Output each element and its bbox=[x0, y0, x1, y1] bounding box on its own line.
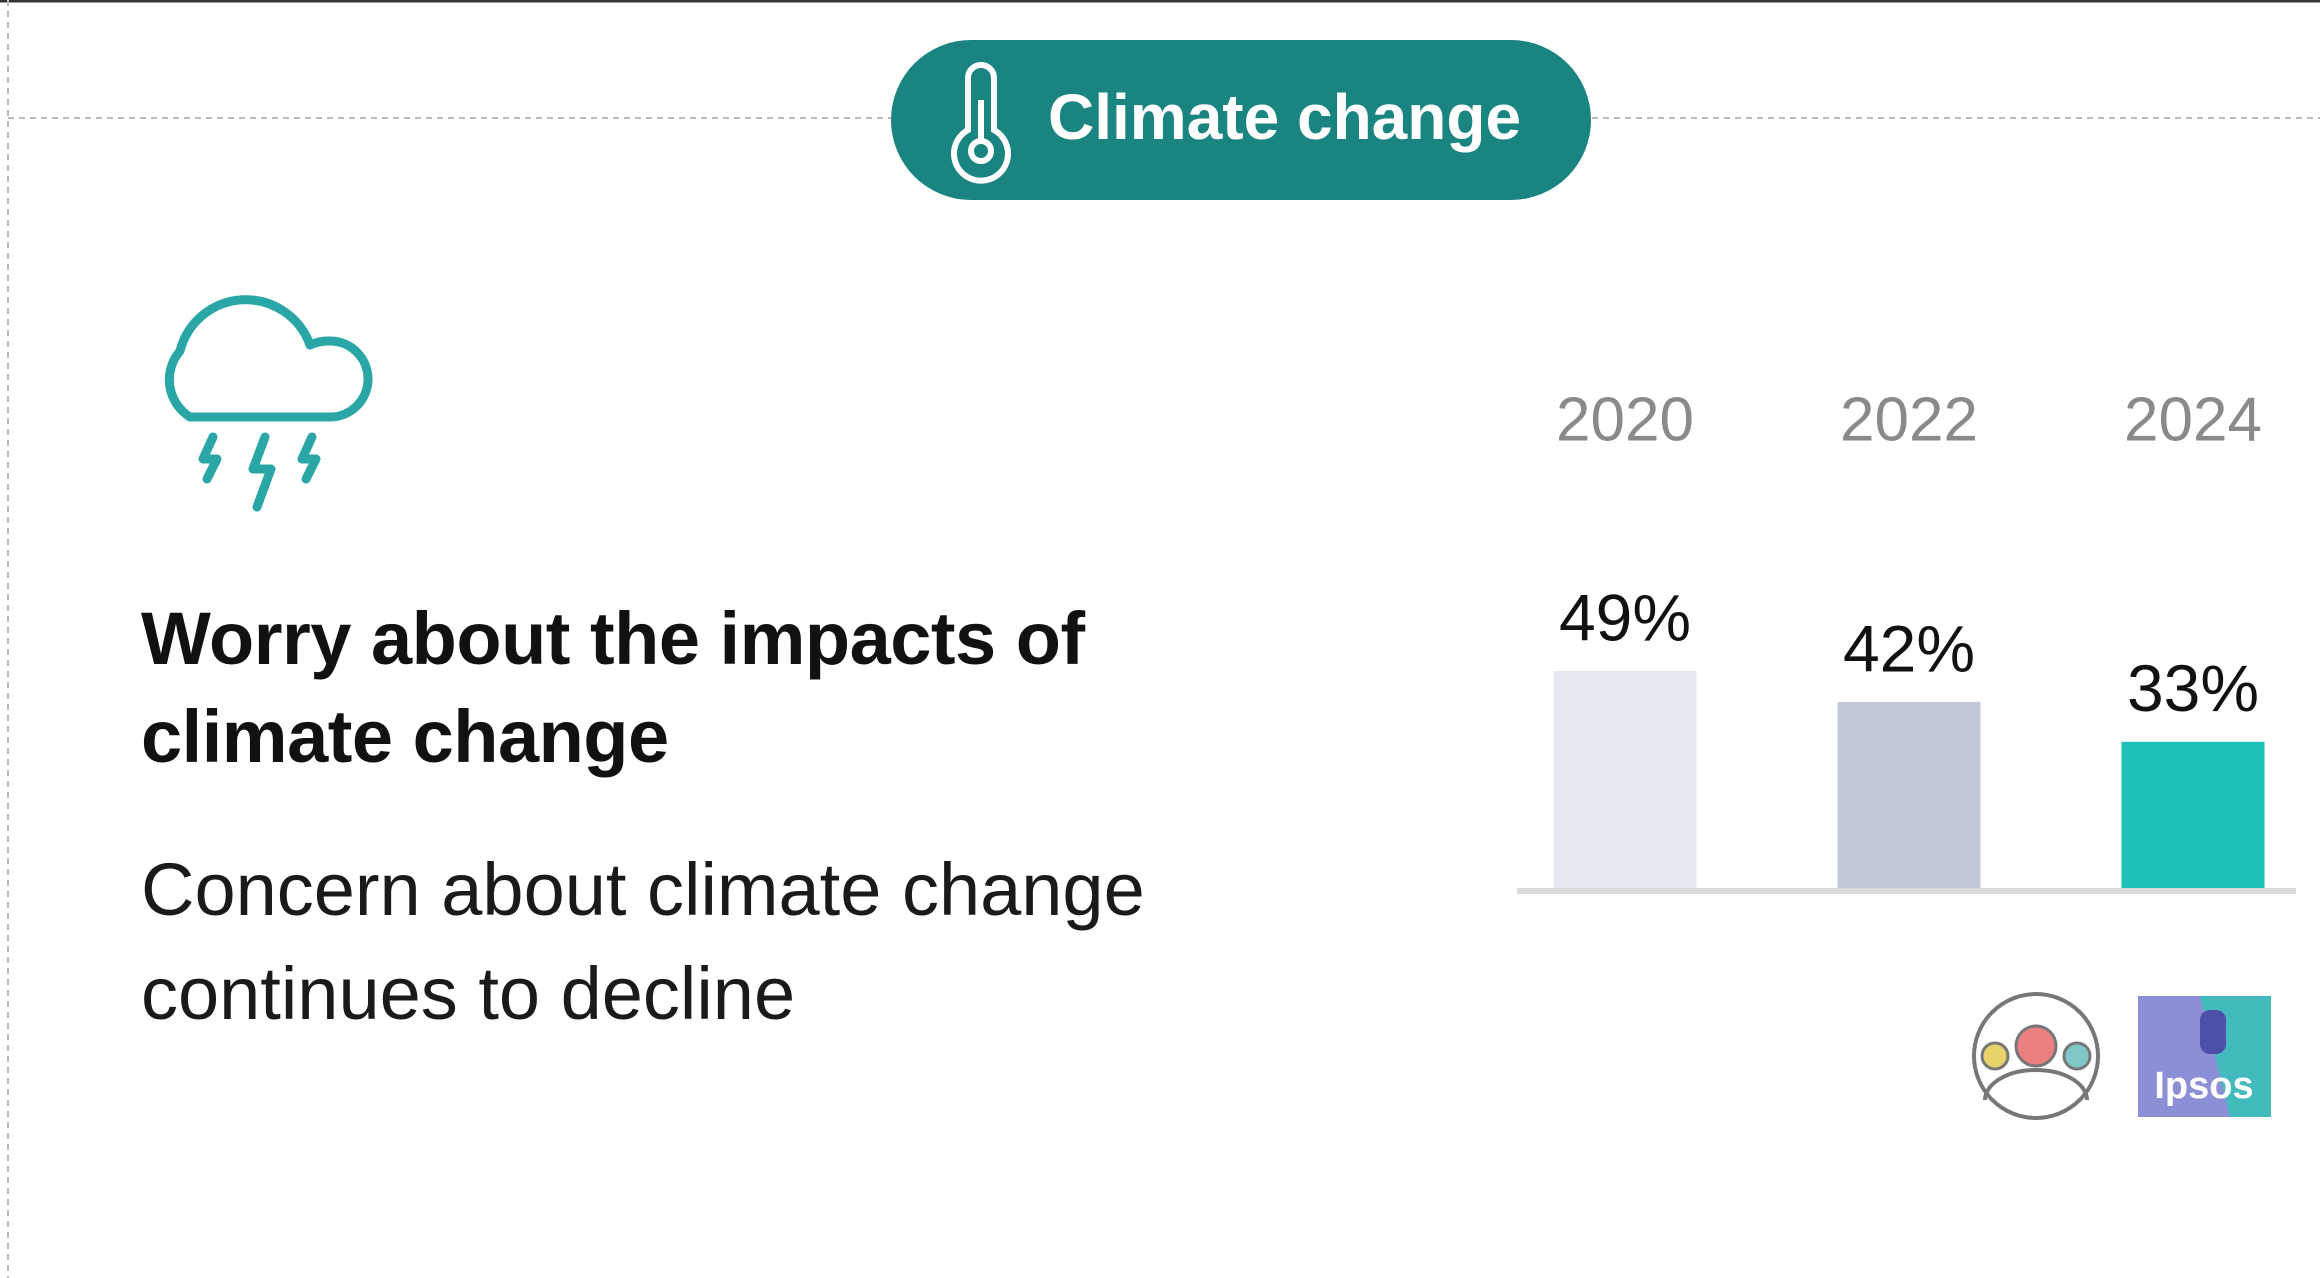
community-logo bbox=[1972, 992, 2100, 1120]
x-tick-label: 2024 bbox=[2124, 385, 2262, 454]
storm-icon bbox=[164, 295, 373, 512]
ipsos-logo: Ipsos bbox=[2138, 996, 2271, 1117]
logo-text: Ipsos bbox=[2154, 1065, 2253, 1107]
bar bbox=[2121, 741, 2265, 888]
subtitle: Concern about climate change continues t… bbox=[141, 848, 1145, 1035]
thermometer-icon bbox=[951, 62, 1011, 184]
x-tick-label: 2020 bbox=[1556, 385, 1694, 454]
bar bbox=[1553, 670, 1697, 888]
headline: Worry about the impacts of climate chang… bbox=[141, 597, 1085, 778]
bar bbox=[1837, 701, 1981, 888]
value-label: 42% bbox=[1843, 611, 1975, 685]
badge bbox=[891, 40, 1591, 200]
x-tick-label: 2022 bbox=[1840, 385, 1978, 454]
value-label: 33% bbox=[2127, 651, 2259, 725]
badge-label: Climate change bbox=[1048, 81, 1521, 153]
value-label: 49% bbox=[1559, 580, 1691, 654]
